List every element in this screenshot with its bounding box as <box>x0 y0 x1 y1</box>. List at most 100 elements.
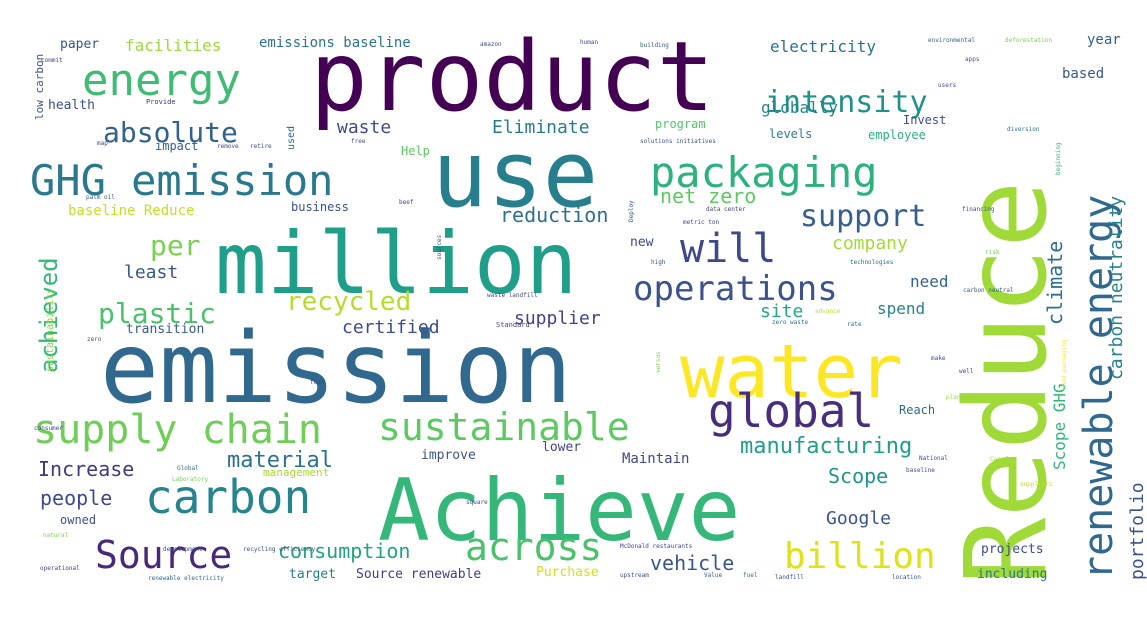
cloud-word: vehicle <box>650 551 734 575</box>
cloud-word: free <box>351 138 366 145</box>
cloud-word: use <box>432 121 598 228</box>
cloud-word: site <box>760 301 803 322</box>
cloud-word: renewable energy <box>1076 195 1122 580</box>
cloud-word: environmental <box>928 37 975 44</box>
cloud-word: baseline Reduce <box>68 203 194 219</box>
cloud-word: diversion <box>1007 126 1040 133</box>
cloud-word: Scope GHG <box>1050 383 1069 470</box>
cloud-word: palm oil <box>86 194 115 201</box>
cloud-word: technologies <box>850 259 894 266</box>
cloud-word: emission <box>100 312 572 426</box>
cloud-word: improve <box>421 448 476 463</box>
cloud-word: Standard <box>496 321 530 329</box>
cloud-word: need <box>910 272 949 291</box>
cloud-word: Reduce <box>942 180 1072 585</box>
cloud-word: across <box>465 525 602 569</box>
cloud-word: Achieve <box>378 461 740 561</box>
cloud-word: carbon neutrality <box>1106 196 1127 380</box>
cloud-word: global <box>708 384 874 438</box>
cloud-word: National <box>919 455 948 462</box>
cloud-word: beef <box>399 199 414 206</box>
cloud-word: globally <box>761 98 838 117</box>
cloud-word: used <box>286 126 297 150</box>
cloud-word: material <box>227 448 333 473</box>
cloud-word: Purchase <box>536 565 599 580</box>
cloud-word: beginning <box>1055 142 1062 175</box>
cloud-word: fuel <box>743 572 758 579</box>
cloud-word: waste landfill <box>487 292 538 299</box>
cloud-word: Help <box>401 144 430 158</box>
cloud-word: target <box>289 567 336 582</box>
cloud-word: Invest <box>903 113 946 127</box>
cloud-word: year <box>1087 32 1121 48</box>
cloud-word: Source <box>95 533 232 577</box>
cloud-word: billion <box>784 536 936 577</box>
cloud-word: levels <box>769 127 812 141</box>
cloud-word: plant <box>946 394 964 401</box>
cloud-word: management <box>263 466 329 479</box>
cloud-word: sustainable <box>378 405 630 449</box>
cloud-word: Global <box>177 465 199 472</box>
cloud-word: human <box>580 39 598 46</box>
cloud-word: renewable electricity <box>148 575 224 582</box>
cloud-word: electricity <box>770 37 876 56</box>
cloud-word: Maintain <box>622 451 689 467</box>
cloud-word: waste <box>337 117 391 138</box>
cloud-word: Laboratory <box>172 476 209 483</box>
cloud-word: paper <box>60 37 99 52</box>
cloud-word: lower <box>542 440 581 455</box>
cloud-word: low carbon <box>33 54 46 120</box>
cloud-word: Canada <box>990 456 1012 463</box>
cloud-word: company <box>832 233 908 254</box>
cloud-word: users <box>938 82 956 89</box>
cloud-word: reduction <box>500 203 608 227</box>
cloud-word: amazon <box>480 41 502 48</box>
cloud-word: McDonald restaurants <box>620 543 693 550</box>
cloud-word: recycling efficiency <box>243 546 316 553</box>
cloud-word: spend <box>877 299 925 318</box>
cloud-word: supplier <box>514 308 601 329</box>
cloud-word: versus <box>655 351 662 373</box>
cloud-word: support <box>800 199 926 234</box>
cloud-word: risk <box>985 249 1000 256</box>
cloud-word: Google <box>826 508 891 529</box>
cloud-word: good packaging <box>1061 339 1068 390</box>
cloud-word: solutions initiatives <box>640 138 716 145</box>
cloud-word: will <box>680 226 776 272</box>
cloud-word: impact <box>155 139 198 153</box>
cloud-word: per <box>150 229 201 262</box>
cloud-word: Value <box>704 572 722 579</box>
cloud-word: advance <box>815 308 841 315</box>
cloud-word: upstream <box>620 572 649 579</box>
cloud-word: intensity <box>765 85 928 120</box>
cloud-word: facilities <box>125 36 221 55</box>
cloud-word: million <box>215 214 577 314</box>
cloud-word: development <box>163 546 203 553</box>
cloud-word: consumer <box>34 425 63 432</box>
cloud-word: operational <box>40 565 80 572</box>
cloud-word: suppliers <box>1020 481 1053 488</box>
cloud-word: transition <box>126 322 204 337</box>
cloud-word: map <box>97 140 108 147</box>
cloud-word: employee <box>868 128 926 142</box>
cloud-word: Increase <box>38 457 134 481</box>
cloud-word: climate <box>1043 241 1067 325</box>
cloud-word: zero waste <box>772 319 809 326</box>
cloud-word: food <box>310 379 325 386</box>
cloud-word: water <box>680 329 903 415</box>
cloud-word: emissions baseline <box>259 35 411 51</box>
cloud-word: remove <box>217 143 239 150</box>
cloud-word: Scope <box>828 464 888 488</box>
cloud-word: square <box>466 499 488 506</box>
cloud-word: projects <box>981 542 1044 557</box>
cloud-word: rate <box>847 321 862 328</box>
cloud-word: based <box>1062 66 1104 82</box>
cloud-word: baseline <box>906 467 935 474</box>
cloud-word: landfill <box>775 574 804 581</box>
cloud-word: plastic <box>98 297 216 330</box>
cloud-word: retire <box>250 143 272 150</box>
cloud-word: metric ton <box>683 219 720 226</box>
cloud-word: health <box>48 98 95 113</box>
cloud-word: recycled <box>286 287 411 317</box>
